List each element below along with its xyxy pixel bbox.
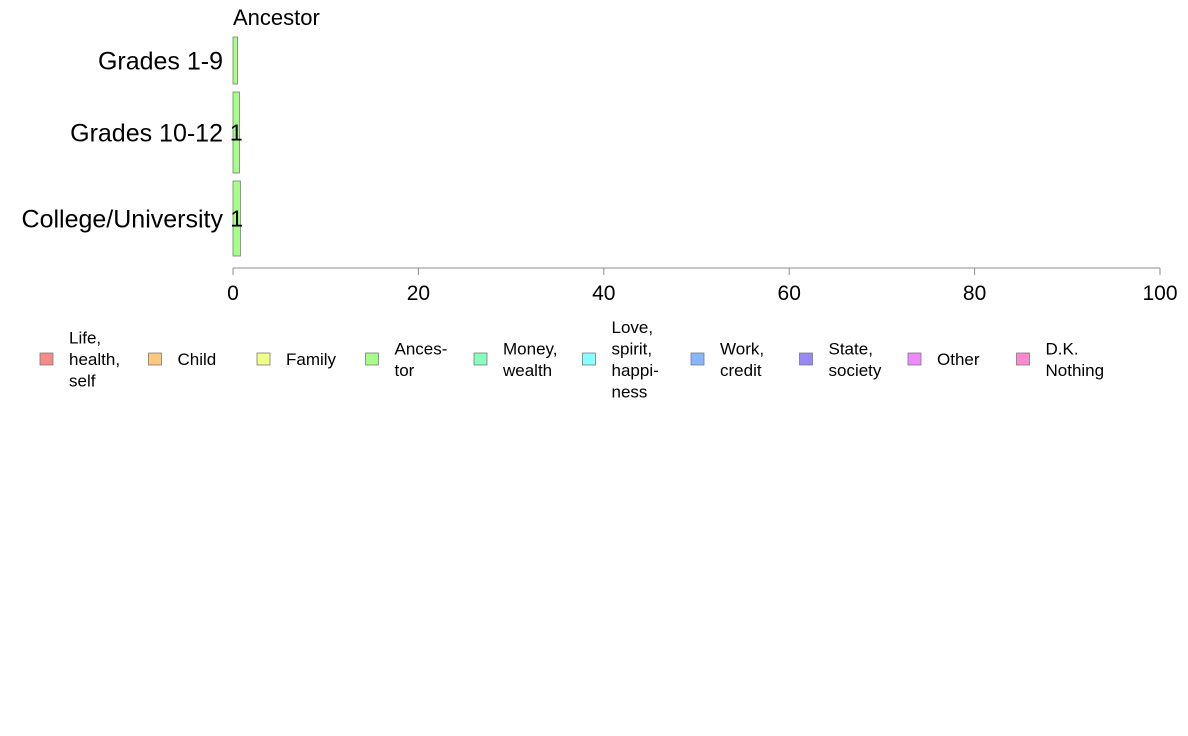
legend-label-6: Work, credit [720,339,764,380]
legend-label-2: Family [286,350,337,369]
legend-swatch-2 [256,352,271,366]
category-label-1: Grades 10-12 [70,120,223,148]
legend-label-7: State, society [829,339,882,380]
legend: Life, health, self Child Family Ances-tor Mone… [39,318,1105,402]
bar-1-0 [232,91,240,174]
data-label-1: 1 [230,120,243,146]
x-tick-label-3: 60 [778,282,801,305]
legend-label-3: Ances-tor [395,339,448,380]
x-tick-label-2: 40 [592,282,615,305]
legend-label-0: Life, health, self [69,329,120,391]
legend-item-4: Money, wealth [473,339,558,380]
legend-item-5: Love, spirit, happi-ness [582,318,659,402]
legend-label-9: D.K. Nothing [1046,339,1105,380]
x-axis: 0 20 40 60 80 100 [227,267,1178,305]
legend-label-4: Money, wealth [502,339,558,380]
x-tick-label-1: 20 [407,282,430,305]
x-tick-label-4: 80 [963,282,986,305]
legend-swatch-3 [365,352,379,366]
legend-label-8: Other [937,350,980,369]
legend-item-0: Life, health, self [39,329,120,391]
legend-item-2: Family [256,350,337,369]
legend-item-7: State, society [799,339,882,380]
legend-item-9: D.K. Nothing [1016,339,1105,380]
legend-label-5: Love, spirit, happi-ness [612,318,659,402]
legend-swatch-7 [799,352,813,366]
bar-2-0 [232,180,241,257]
x-tick-label-5: 100 [1142,282,1177,305]
legend-item-1: Child [148,350,217,369]
legend-swatch-1 [148,352,162,366]
legend-swatch-5 [582,352,596,366]
legend-swatch-0 [39,352,54,366]
legend-swatch-6 [690,352,705,366]
category-label-2: College/University [22,206,224,234]
bar-0-0 [232,36,239,85]
chart-title: Ancestor [233,5,320,30]
legend-swatch-9 [1016,352,1030,366]
legend-item-8: Other [907,350,980,369]
data-label-2: 1 [230,206,243,232]
legend-swatch-4 [473,352,488,366]
legend-item-6: Work, credit [690,339,764,380]
legend-swatch-8 [907,352,922,366]
x-tick-label-0: 0 [227,282,239,305]
legend-item-3: Ances-tor [365,339,448,380]
category-label-0: Grades 1-9 [98,48,223,76]
legend-label-1: Child [178,350,217,369]
